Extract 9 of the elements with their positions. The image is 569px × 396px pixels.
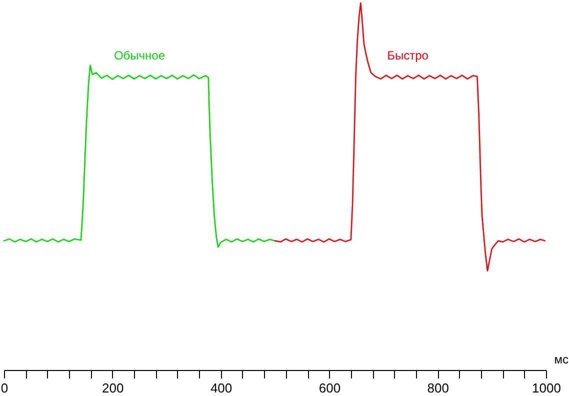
x-axis-title: мс [554,352,568,366]
x-tick-label: 0 [0,380,8,396]
x-tick-label: 200 [102,380,124,396]
x-tick-label: 1000 [532,380,561,396]
x-tick-label: 600 [318,380,341,396]
x-tick-label: 800 [427,380,449,396]
x-tick-label: 400 [210,380,232,396]
series-label: Быстро [387,48,429,63]
series-label: Обычное [114,48,166,63]
